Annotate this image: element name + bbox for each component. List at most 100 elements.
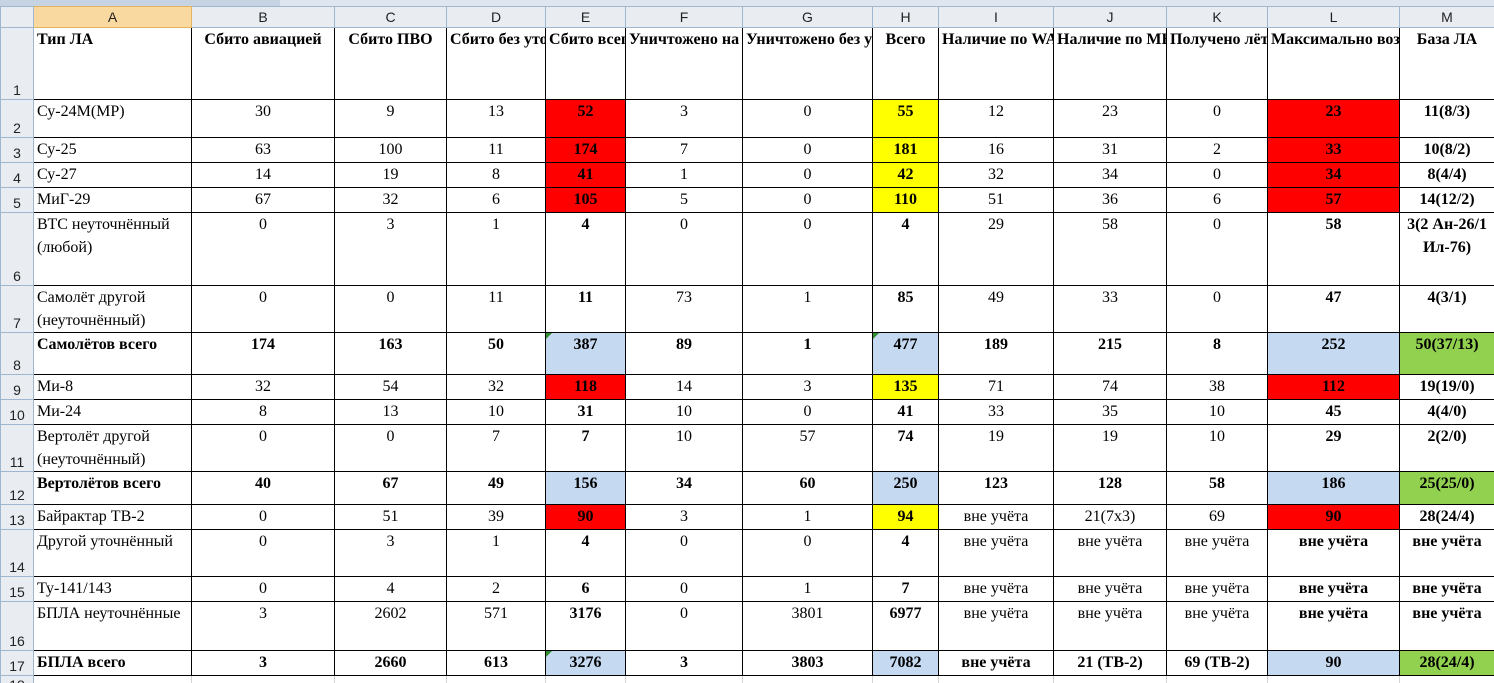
cell-f8[interactable]: 89: [625, 332, 743, 375]
cell-k4[interactable]: 0: [1166, 162, 1268, 188]
cell-c12[interactable]: 67: [334, 471, 447, 505]
cell-j4[interactable]: 34: [1053, 162, 1167, 188]
row-header-5[interactable]: 5: [0, 187, 34, 213]
cell-h14[interactable]: 4: [872, 529, 939, 577]
cell-h2[interactable]: 55: [872, 99, 939, 138]
cell-d16[interactable]: 571: [446, 601, 546, 651]
cell-e1[interactable]: Сбито всего: [545, 27, 626, 100]
cell-k11[interactable]: 10: [1166, 424, 1268, 472]
cell-c6[interactable]: 3: [334, 212, 447, 286]
cell-f12[interactable]: 34: [625, 471, 743, 505]
cell-a3[interactable]: Су-25: [33, 137, 192, 163]
cell-h17[interactable]: 7082: [872, 650, 939, 676]
cell-a12[interactable]: Вертолётов всего: [33, 471, 192, 505]
row-header-11[interactable]: 11: [0, 424, 34, 472]
cell-e8[interactable]: 387: [545, 332, 626, 375]
cell-l14[interactable]: вне учёта: [1267, 529, 1400, 577]
cell-a10[interactable]: Ми-24: [33, 399, 192, 425]
cell-i17[interactable]: вне учёта: [938, 650, 1054, 676]
cell-a6[interactable]: ВТС неуточнённый (любой): [33, 212, 192, 286]
cell-i4[interactable]: 32: [938, 162, 1054, 188]
cell-b12[interactable]: 40: [191, 471, 335, 505]
cell-b18[interactable]: [191, 675, 335, 683]
cell-i2[interactable]: 12: [938, 99, 1054, 138]
cell-d14[interactable]: 1: [446, 529, 546, 577]
cell-m16[interactable]: вне учёта: [1399, 601, 1494, 651]
cell-g1[interactable]: Уничтожено без уточнения: [742, 27, 873, 100]
cell-i6[interactable]: 29: [938, 212, 1054, 286]
cell-h18[interactable]: [872, 675, 939, 683]
cell-l8[interactable]: 252: [1267, 332, 1400, 375]
row-header-2[interactable]: 2: [0, 99, 34, 138]
cell-k10[interactable]: 10: [1166, 399, 1268, 425]
column-header-i[interactable]: I: [938, 6, 1054, 28]
cell-c3[interactable]: 100: [334, 137, 447, 163]
cell-b11[interactable]: 0: [191, 424, 335, 472]
cell-h10[interactable]: 41: [872, 399, 939, 425]
cell-a1[interactable]: Тип ЛА: [33, 27, 192, 100]
cell-i11[interactable]: 19: [938, 424, 1054, 472]
cell-k1[interactable]: Получено лётных, не более: [1166, 27, 1268, 100]
cell-g16[interactable]: 3801: [742, 601, 873, 651]
cell-a13[interactable]: Байрактар ТВ-2: [33, 504, 192, 530]
cell-c7[interactable]: 0: [334, 285, 447, 333]
cell-m4[interactable]: 8(4/4): [1399, 162, 1494, 188]
cell-b7[interactable]: 0: [191, 285, 335, 333]
row-header-8[interactable]: 8: [0, 332, 34, 375]
cell-i16[interactable]: вне учёта: [938, 601, 1054, 651]
cell-l12[interactable]: 186: [1267, 471, 1400, 505]
cell-h16[interactable]: 6977: [872, 601, 939, 651]
cell-g11[interactable]: 57: [742, 424, 873, 472]
cell-m7[interactable]: 4(3/1): [1399, 285, 1494, 333]
cell-m3[interactable]: 10(8/2): [1399, 137, 1494, 163]
row-header-4[interactable]: 4: [0, 162, 34, 188]
cell-j16[interactable]: вне учёта: [1053, 601, 1167, 651]
cell-g7[interactable]: 1: [742, 285, 873, 333]
cell-e5[interactable]: 105: [545, 187, 626, 213]
cell-a9[interactable]: Ми-8: [33, 374, 192, 400]
cell-d8[interactable]: 50: [446, 332, 546, 375]
cell-e6[interactable]: 4: [545, 212, 626, 286]
cell-d3[interactable]: 11: [446, 137, 546, 163]
cell-j11[interactable]: 19: [1053, 424, 1167, 472]
cell-j15[interactable]: вне учёта: [1053, 576, 1167, 602]
cell-i12[interactable]: 123: [938, 471, 1054, 505]
cell-a16[interactable]: БПЛА неуточнённые: [33, 601, 192, 651]
column-header-f[interactable]: F: [625, 6, 743, 28]
cell-k8[interactable]: 8: [1166, 332, 1268, 375]
column-header-h[interactable]: H: [872, 6, 939, 28]
cell-m17[interactable]: 28(24/4): [1399, 650, 1494, 676]
cell-l15[interactable]: вне учёта: [1267, 576, 1400, 602]
cell-k17[interactable]: 69 (ТВ-2): [1166, 650, 1268, 676]
cell-j12[interactable]: 128: [1053, 471, 1167, 505]
cell-l10[interactable]: 45: [1267, 399, 1400, 425]
cell-d12[interactable]: 49: [446, 471, 546, 505]
cell-g14[interactable]: 0: [742, 529, 873, 577]
cell-d7[interactable]: 11: [446, 285, 546, 333]
cell-j5[interactable]: 36: [1053, 187, 1167, 213]
cell-f4[interactable]: 1: [625, 162, 743, 188]
cell-g2[interactable]: 0: [742, 99, 873, 138]
cell-m2[interactable]: 11(8/3): [1399, 99, 1494, 138]
cell-f9[interactable]: 14: [625, 374, 743, 400]
cell-b5[interactable]: 67: [191, 187, 335, 213]
row-header-16[interactable]: 16: [0, 601, 34, 651]
cell-c1[interactable]: Сбито ПВО: [334, 27, 447, 100]
cell-l5[interactable]: 57: [1267, 187, 1400, 213]
cell-d15[interactable]: 2: [446, 576, 546, 602]
column-header-b[interactable]: B: [191, 6, 335, 28]
cell-e4[interactable]: 41: [545, 162, 626, 188]
cell-g18[interactable]: [742, 675, 873, 683]
cell-b3[interactable]: 63: [191, 137, 335, 163]
row-header-12[interactable]: 12: [0, 471, 34, 505]
cell-c2[interactable]: 9: [334, 99, 447, 138]
row-header-7[interactable]: 7: [0, 285, 34, 333]
cell-b17[interactable]: 3: [191, 650, 335, 676]
cell-h6[interactable]: 4: [872, 212, 939, 286]
cell-m9[interactable]: 19(19/0): [1399, 374, 1494, 400]
cell-h4[interactable]: 42: [872, 162, 939, 188]
cell-e14[interactable]: 4: [545, 529, 626, 577]
cell-i1[interactable]: Наличие по WAF 2023: [938, 27, 1054, 100]
cell-f6[interactable]: 0: [625, 212, 743, 286]
cell-e9[interactable]: 118: [545, 374, 626, 400]
